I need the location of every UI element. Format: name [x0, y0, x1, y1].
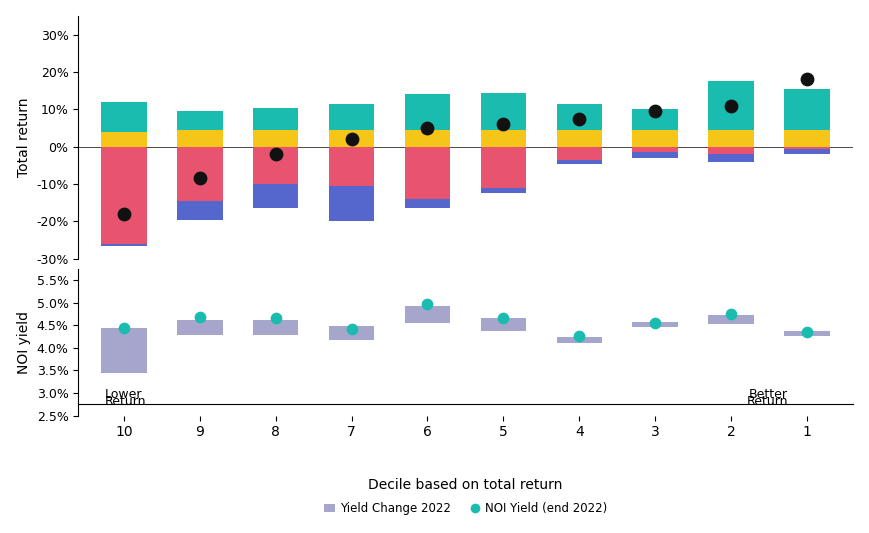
Bar [328, 104, 374, 130]
Bar [101, 102, 147, 132]
Point [116, 209, 130, 218]
Bar [253, 184, 298, 208]
Legend: Income Return, Yield Impact, Income Impact, Investment Impact, Total Return: Income Return, Yield Impact, Income Impa… [76, 277, 634, 299]
Point [723, 101, 737, 110]
Bar [632, 152, 677, 158]
Bar [176, 201, 222, 220]
Point [799, 75, 813, 84]
Point [572, 115, 586, 123]
Point [496, 120, 510, 128]
Bar [707, 130, 753, 147]
Bar [176, 130, 222, 147]
Point [799, 328, 813, 336]
Point [344, 135, 358, 143]
Bar [101, 147, 147, 244]
Bar [253, 147, 298, 184]
Point [193, 313, 207, 321]
Point [269, 314, 282, 322]
Bar [328, 130, 374, 147]
Bar [404, 130, 450, 147]
Bar [253, 130, 298, 147]
Text: Better: Better [748, 388, 787, 401]
Bar [328, 186, 374, 222]
Bar [556, 130, 601, 147]
Bar [176, 111, 222, 130]
Y-axis label: NOI yield: NOI yield [17, 311, 31, 374]
Text: Lower: Lower [105, 388, 143, 401]
Bar [556, 147, 601, 160]
Bar [101, 244, 147, 246]
Bar [556, 104, 601, 130]
Bar [480, 93, 526, 130]
Point [269, 150, 282, 158]
Bar [404, 94, 450, 130]
Bar [556, 160, 601, 164]
Bar [556, 337, 601, 343]
Point [116, 324, 130, 333]
Bar [632, 147, 677, 152]
Bar [176, 320, 222, 335]
Point [723, 310, 737, 318]
Bar [707, 154, 753, 161]
Bar [783, 89, 829, 130]
Point [572, 332, 586, 341]
Bar [404, 306, 450, 323]
Text: Return: Return [746, 395, 787, 408]
Bar [632, 109, 677, 130]
Bar [101, 132, 147, 147]
Bar [404, 199, 450, 208]
Bar [253, 108, 298, 130]
Bar [783, 130, 829, 147]
Bar [253, 320, 298, 335]
Point [420, 124, 434, 132]
Bar [707, 82, 753, 130]
Point [496, 314, 510, 322]
Y-axis label: Total return: Total return [17, 98, 30, 177]
Point [647, 319, 661, 327]
Bar [480, 318, 526, 330]
Bar [707, 315, 753, 324]
Bar [632, 322, 677, 327]
Bar [783, 331, 829, 336]
X-axis label: Decile based on total return: Decile based on total return [368, 478, 562, 492]
Bar [404, 147, 450, 199]
Bar [632, 130, 677, 147]
Point [193, 174, 207, 183]
Text: Return: Return [105, 395, 146, 408]
Point [647, 107, 661, 116]
Bar [783, 147, 829, 149]
Bar [176, 147, 222, 201]
Bar [480, 147, 526, 188]
Bar [480, 130, 526, 147]
Bar [101, 328, 147, 373]
Bar [707, 147, 753, 154]
Bar [328, 147, 374, 186]
Point [420, 300, 434, 308]
Legend: Yield Change 2022, NOI Yield (end 2022): Yield Change 2022, NOI Yield (end 2022) [318, 498, 612, 520]
Bar [328, 326, 374, 340]
Point [344, 325, 358, 333]
Bar [783, 149, 829, 154]
Bar [480, 188, 526, 193]
